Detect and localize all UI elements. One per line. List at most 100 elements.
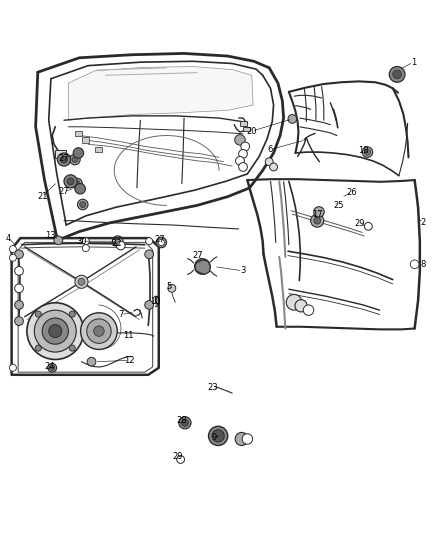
Circle shape — [241, 142, 250, 151]
Circle shape — [168, 285, 176, 292]
Circle shape — [14, 250, 23, 259]
Circle shape — [265, 158, 273, 166]
Text: 9: 9 — [211, 433, 216, 442]
Circle shape — [389, 67, 405, 82]
Text: 11: 11 — [123, 331, 134, 340]
Circle shape — [235, 432, 248, 446]
Circle shape — [81, 313, 117, 350]
Text: 7: 7 — [118, 310, 124, 319]
Circle shape — [303, 305, 314, 316]
Circle shape — [146, 238, 152, 245]
Circle shape — [177, 456, 184, 463]
Circle shape — [75, 275, 88, 288]
Text: 3: 3 — [240, 266, 246, 276]
Circle shape — [42, 318, 68, 344]
Circle shape — [87, 357, 96, 366]
Circle shape — [235, 135, 245, 145]
Circle shape — [34, 310, 76, 352]
Text: 22: 22 — [111, 239, 122, 248]
Bar — [55, 150, 66, 158]
Circle shape — [288, 115, 297, 123]
Circle shape — [362, 147, 373, 157]
Circle shape — [80, 201, 86, 207]
Circle shape — [117, 241, 125, 250]
Circle shape — [239, 163, 247, 171]
Circle shape — [94, 326, 104, 336]
Text: 27: 27 — [193, 251, 203, 260]
Text: 27: 27 — [155, 235, 166, 244]
Circle shape — [145, 301, 153, 309]
Circle shape — [57, 153, 71, 166]
Text: 2: 2 — [421, 219, 426, 228]
Text: 24: 24 — [44, 361, 55, 370]
Circle shape — [311, 214, 324, 227]
Circle shape — [48, 364, 57, 372]
Text: 1: 1 — [411, 58, 416, 67]
Circle shape — [75, 183, 85, 194]
Text: 29: 29 — [354, 219, 365, 228]
Circle shape — [72, 157, 78, 163]
Text: 20: 20 — [247, 127, 257, 136]
Circle shape — [295, 300, 307, 312]
Text: 28: 28 — [177, 416, 187, 425]
Circle shape — [14, 284, 23, 293]
Circle shape — [87, 319, 111, 343]
Circle shape — [49, 325, 62, 338]
Circle shape — [212, 430, 224, 442]
Text: 12: 12 — [124, 356, 135, 365]
Circle shape — [67, 178, 74, 185]
Text: 5: 5 — [166, 281, 171, 290]
Text: 21: 21 — [37, 192, 47, 201]
Circle shape — [82, 238, 89, 245]
Circle shape — [364, 149, 371, 155]
Circle shape — [74, 181, 80, 187]
Circle shape — [198, 262, 207, 271]
Circle shape — [78, 199, 88, 210]
Circle shape — [364, 222, 372, 230]
Text: 4: 4 — [6, 233, 11, 243]
Circle shape — [64, 175, 77, 188]
Bar — [75, 131, 82, 136]
Text: 8: 8 — [420, 260, 426, 269]
Circle shape — [286, 294, 302, 310]
Circle shape — [145, 250, 153, 259]
Circle shape — [14, 317, 23, 326]
Text: 18: 18 — [358, 146, 368, 155]
Circle shape — [60, 156, 67, 163]
Circle shape — [82, 245, 89, 252]
Text: 13: 13 — [46, 231, 56, 239]
Circle shape — [14, 301, 23, 309]
Circle shape — [314, 217, 321, 224]
Circle shape — [393, 70, 402, 79]
Circle shape — [78, 278, 85, 285]
Text: 23: 23 — [207, 383, 218, 392]
Circle shape — [35, 345, 41, 351]
Text: 10: 10 — [150, 297, 161, 306]
Circle shape — [208, 426, 228, 446]
Bar — [240, 120, 247, 126]
Circle shape — [270, 163, 278, 171]
Circle shape — [410, 260, 419, 269]
Circle shape — [115, 239, 120, 244]
Text: 26: 26 — [347, 188, 357, 197]
Circle shape — [239, 149, 247, 158]
Circle shape — [236, 157, 244, 165]
Text: 30: 30 — [76, 237, 87, 246]
Circle shape — [179, 417, 191, 429]
Circle shape — [69, 311, 75, 317]
Text: 29: 29 — [172, 452, 183, 461]
Circle shape — [27, 303, 84, 359]
Text: 27: 27 — [59, 154, 69, 163]
Circle shape — [10, 246, 16, 253]
Circle shape — [70, 154, 80, 165]
Text: 6: 6 — [268, 145, 273, 154]
Circle shape — [69, 345, 75, 351]
Circle shape — [54, 236, 63, 245]
Bar — [244, 127, 250, 131]
Circle shape — [73, 148, 84, 158]
Circle shape — [49, 365, 55, 370]
Circle shape — [10, 254, 16, 261]
Circle shape — [181, 419, 188, 426]
Circle shape — [14, 266, 23, 275]
Polygon shape — [68, 67, 253, 120]
